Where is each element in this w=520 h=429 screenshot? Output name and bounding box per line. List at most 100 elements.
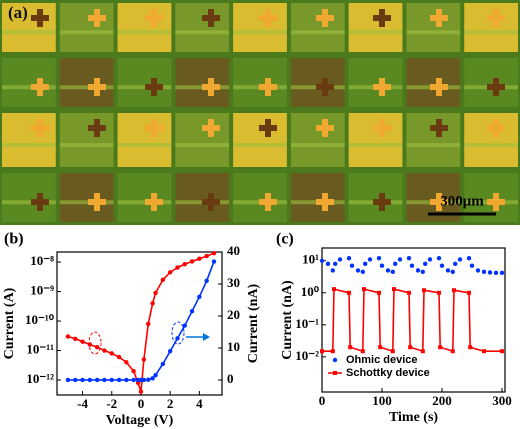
micro-streak — [59, 143, 114, 147]
micro-cross — [259, 119, 277, 137]
micro-cross — [88, 78, 106, 96]
micro-streak — [406, 143, 461, 147]
x-tick-label: 4 — [196, 396, 203, 411]
micro-cell — [2, 173, 56, 222]
micro-streak — [290, 30, 345, 35]
micro-cross — [430, 9, 448, 27]
micro-cross — [88, 119, 106, 137]
point — [482, 349, 486, 354]
micro-cross — [373, 78, 391, 96]
micro-cell — [464, 3, 518, 52]
point — [475, 268, 481, 273]
micro-cell — [117, 173, 172, 222]
y-axis-label: Current (nA) — [280, 280, 295, 360]
point — [87, 342, 93, 347]
point — [379, 263, 385, 268]
point — [436, 256, 442, 261]
point — [385, 268, 391, 273]
micro-cross — [31, 9, 49, 27]
micro-cross — [202, 9, 220, 27]
point — [445, 268, 451, 273]
micro-cross — [316, 9, 334, 27]
point — [124, 377, 129, 383]
point — [211, 251, 217, 256]
point — [87, 377, 93, 383]
point — [204, 278, 209, 283]
point — [94, 377, 100, 383]
point — [109, 351, 114, 356]
micro-cell — [233, 113, 287, 167]
micro-streak — [117, 85, 172, 90]
point — [141, 377, 147, 383]
micro-streak — [117, 200, 172, 205]
point — [378, 345, 383, 350]
point — [153, 372, 158, 378]
scale-bar-label: 300μm — [440, 193, 484, 209]
micro-cell — [290, 3, 345, 52]
point — [438, 345, 443, 350]
micro-cell — [2, 113, 56, 167]
point — [500, 349, 504, 354]
point — [422, 288, 426, 293]
point — [197, 294, 202, 299]
point — [153, 290, 158, 296]
series-line — [67, 252, 215, 392]
point — [175, 265, 180, 270]
legend-marker — [332, 357, 338, 363]
point — [499, 270, 505, 276]
micro-cell — [233, 173, 287, 222]
legend-marker — [333, 371, 337, 375]
micro-streak — [2, 30, 56, 35]
point — [420, 349, 425, 354]
point — [367, 257, 373, 262]
y-tick-label: 10⁻¹² — [26, 371, 54, 386]
panel-label: (c) — [276, 231, 294, 248]
y-tick-label: 10⁻¹⁰ — [25, 312, 55, 327]
micro-streak — [406, 30, 461, 35]
x-tick-label: 100 — [372, 393, 392, 408]
y-tick-label: 10⁻⁹ — [30, 283, 54, 298]
point — [467, 290, 471, 295]
micro-streak — [233, 143, 287, 147]
point — [80, 339, 85, 344]
point — [73, 336, 78, 341]
point — [406, 256, 412, 261]
micro-streak — [348, 143, 403, 147]
point — [377, 290, 381, 295]
point — [131, 377, 136, 383]
point — [319, 258, 325, 263]
point — [346, 256, 352, 261]
micro-cell — [464, 113, 518, 167]
micro-cell — [117, 3, 172, 52]
point — [450, 269, 455, 275]
micro-cell — [348, 113, 403, 167]
point — [349, 263, 355, 268]
micro-streak — [348, 30, 403, 35]
point — [362, 287, 366, 292]
micro-cross — [259, 9, 277, 27]
y-tick-label: 10⁰ — [301, 284, 320, 299]
point — [109, 377, 114, 383]
series-line — [322, 288, 502, 353]
point — [116, 354, 122, 360]
point — [73, 377, 78, 383]
micro-cross — [31, 119, 49, 137]
micro-cross — [487, 78, 505, 96]
micro-cell — [117, 113, 172, 167]
point — [468, 345, 473, 350]
micro-cell — [2, 58, 56, 107]
micro-cell — [233, 58, 287, 107]
micro-cell — [406, 3, 461, 52]
point — [481, 269, 487, 275]
point — [466, 256, 472, 261]
micro-streak — [175, 30, 230, 35]
micro-cross — [145, 9, 163, 27]
point — [65, 334, 71, 339]
micro-cell — [59, 3, 114, 52]
point — [167, 348, 173, 354]
micro-streak — [59, 30, 114, 35]
micro-cross — [145, 193, 163, 211]
annotation-ellipse — [171, 321, 185, 345]
x-tick-label: 300 — [492, 393, 512, 408]
point — [330, 268, 335, 273]
